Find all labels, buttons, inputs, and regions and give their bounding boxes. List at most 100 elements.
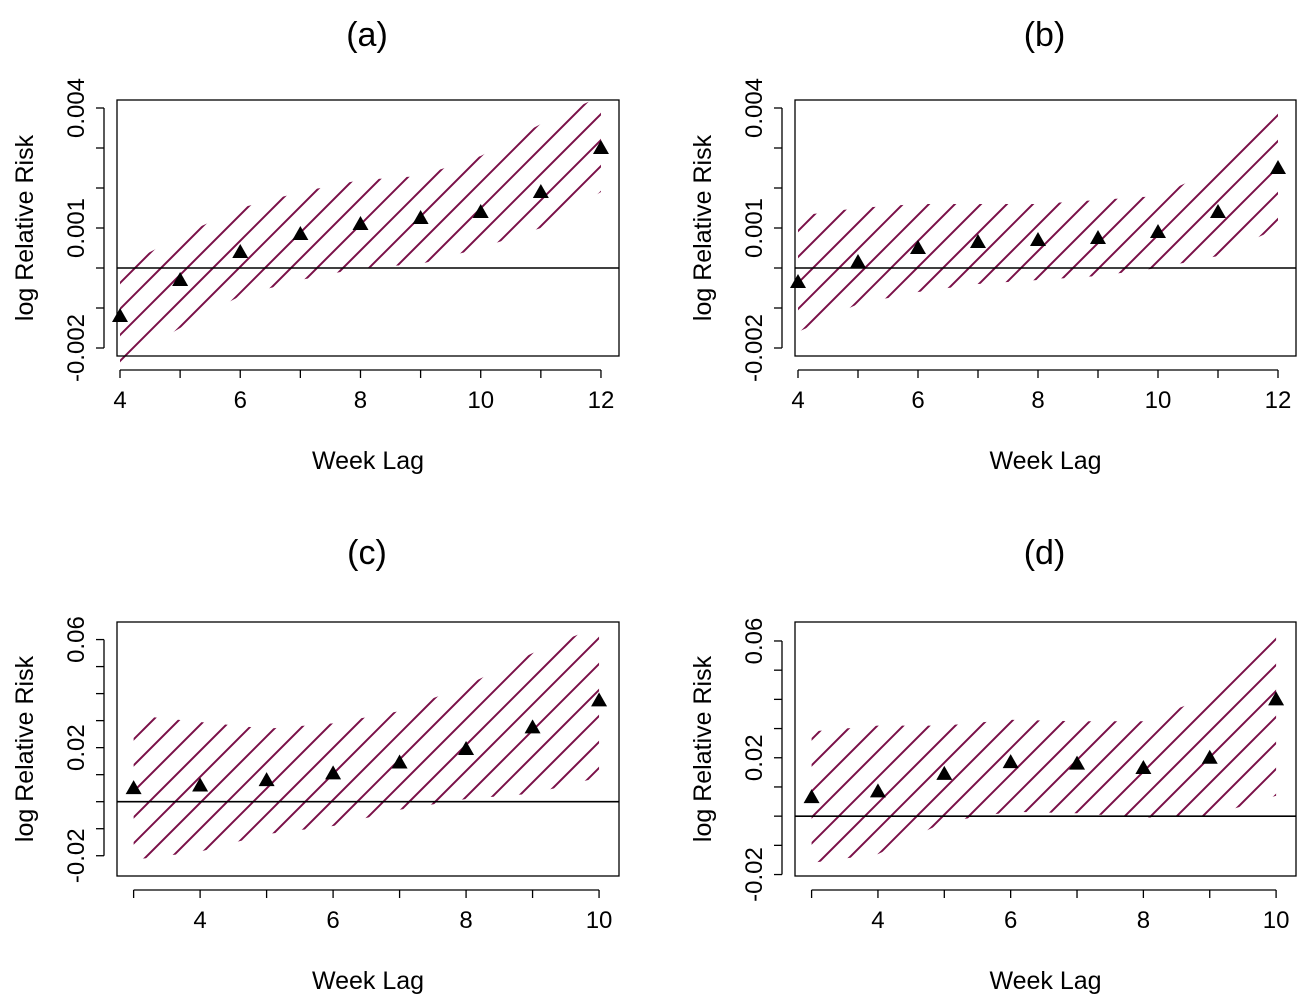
hatch-line xyxy=(133,626,274,860)
x-tick-label: 12 xyxy=(588,387,615,414)
estimate-marker xyxy=(1069,755,1086,770)
hatch-line xyxy=(120,96,430,364)
panel-title: (c) xyxy=(347,534,387,572)
y-tick-label: 0.004 xyxy=(741,78,768,138)
estimate-marker xyxy=(790,274,806,288)
estimate-marker xyxy=(970,234,986,248)
chart-panel-b: 4 6 8 10 12 -0.002 0.001 0.004 Week Lag log Relat… xyxy=(339,0,1297,475)
hatch-line xyxy=(798,108,900,332)
hatch-line xyxy=(798,108,1030,332)
hatch-line xyxy=(206,96,601,364)
estimate-marker xyxy=(412,210,429,224)
hatch-line xyxy=(990,626,1277,863)
hatch-line xyxy=(938,626,1277,863)
plot-frame xyxy=(116,99,620,357)
estimate-marker xyxy=(850,254,866,268)
hatch-line xyxy=(886,626,1277,863)
hatch-line xyxy=(133,626,378,860)
hatch-line xyxy=(811,626,1160,863)
hatch-line xyxy=(811,626,1238,863)
hatch-line xyxy=(133,626,482,860)
panel-title: (d) xyxy=(1024,534,1066,572)
estimate-marker xyxy=(325,765,342,780)
y-tick-label: 0.001 xyxy=(741,198,768,258)
estimate-marker xyxy=(232,244,249,258)
plot-frame xyxy=(794,99,1297,357)
estimate-marker xyxy=(1201,749,1218,764)
hatch-line xyxy=(596,96,601,364)
y-tick-label: -0.002 xyxy=(63,314,90,382)
estimate-marker xyxy=(472,204,489,218)
x-tick-label: 8 xyxy=(1031,387,1044,414)
y-tick-label: 0.02 xyxy=(741,734,768,781)
hatch-line xyxy=(798,108,1134,332)
hatch-line xyxy=(133,626,430,860)
hatch-line xyxy=(834,626,1277,863)
hatch-line xyxy=(1042,626,1277,863)
hatch-line xyxy=(492,96,601,364)
y-axis-label: log Relative Risk xyxy=(689,655,717,842)
hatch-line xyxy=(811,626,1134,863)
y-tick-label: 0.06 xyxy=(63,616,90,663)
x-tick-label: 10 xyxy=(1145,387,1172,414)
x-tick-label: 4 xyxy=(791,387,804,414)
hatch-line xyxy=(798,108,952,332)
x-tick-label: 8 xyxy=(1137,907,1150,934)
hatch-line xyxy=(811,626,1056,863)
hatch-line xyxy=(988,108,1278,332)
hatch-line xyxy=(133,626,508,860)
hatch-line xyxy=(798,108,1186,332)
hatch-line xyxy=(286,626,600,860)
hatch-line xyxy=(811,626,1186,863)
estimate-marker xyxy=(524,719,541,734)
hatch-line xyxy=(154,96,601,364)
y-tick-label: -0.002 xyxy=(741,314,768,382)
y-tick-label: 0.06 xyxy=(741,618,768,665)
estimate-marker xyxy=(458,741,475,755)
plot-frame xyxy=(794,621,1297,877)
hatch-line xyxy=(811,626,1264,863)
x-axis: 4 6 8 10 12 xyxy=(791,369,1291,414)
estimate-marker xyxy=(1030,232,1046,246)
confidence-band xyxy=(133,626,600,860)
hatch-line xyxy=(120,96,456,364)
point-estimates xyxy=(803,691,1285,804)
hatch-line xyxy=(798,108,1238,332)
hatch-line xyxy=(884,108,1278,332)
hatch-line xyxy=(338,626,600,860)
hatch-line xyxy=(310,96,601,364)
estimate-marker xyxy=(1002,754,1019,769)
hatch-line xyxy=(860,626,1277,863)
hatch-line xyxy=(133,626,404,860)
estimate-marker xyxy=(1150,224,1166,238)
y-tick-label: 0.004 xyxy=(63,78,90,138)
hatch-line xyxy=(133,626,534,860)
hatch-line xyxy=(798,108,1082,332)
chart-panel-a: 4 6 8 10 12 -0.002 0.001 0.004 Week Lag log Relat… xyxy=(11,16,620,475)
x-axis: 4 6 8 10 xyxy=(810,889,1290,934)
hatch-line xyxy=(120,96,378,364)
confidence-band xyxy=(120,96,601,364)
estimate-marker xyxy=(936,765,953,780)
estimate-marker xyxy=(112,308,129,322)
hatch-line xyxy=(811,626,1212,863)
y-axis: -0.02 0.02 0.06 xyxy=(63,616,105,883)
plot-frame xyxy=(116,621,620,877)
hatch-line xyxy=(312,626,600,860)
hatch-line xyxy=(962,108,1278,332)
estimate-marker xyxy=(1210,204,1226,218)
hatch-line xyxy=(133,626,326,860)
y-axis-label: log Relative Risk xyxy=(689,134,717,321)
hatch-line xyxy=(120,96,560,364)
x-tick-label: 4 xyxy=(193,907,206,934)
hatch-line xyxy=(180,96,601,364)
hatch-line xyxy=(208,626,600,860)
point-estimates xyxy=(125,692,608,795)
x-tick-label: 10 xyxy=(1263,907,1290,934)
hatch-line xyxy=(120,96,508,364)
hatch-line xyxy=(120,96,482,364)
hatch-line xyxy=(336,96,601,364)
hatch-line xyxy=(339,0,795,456)
